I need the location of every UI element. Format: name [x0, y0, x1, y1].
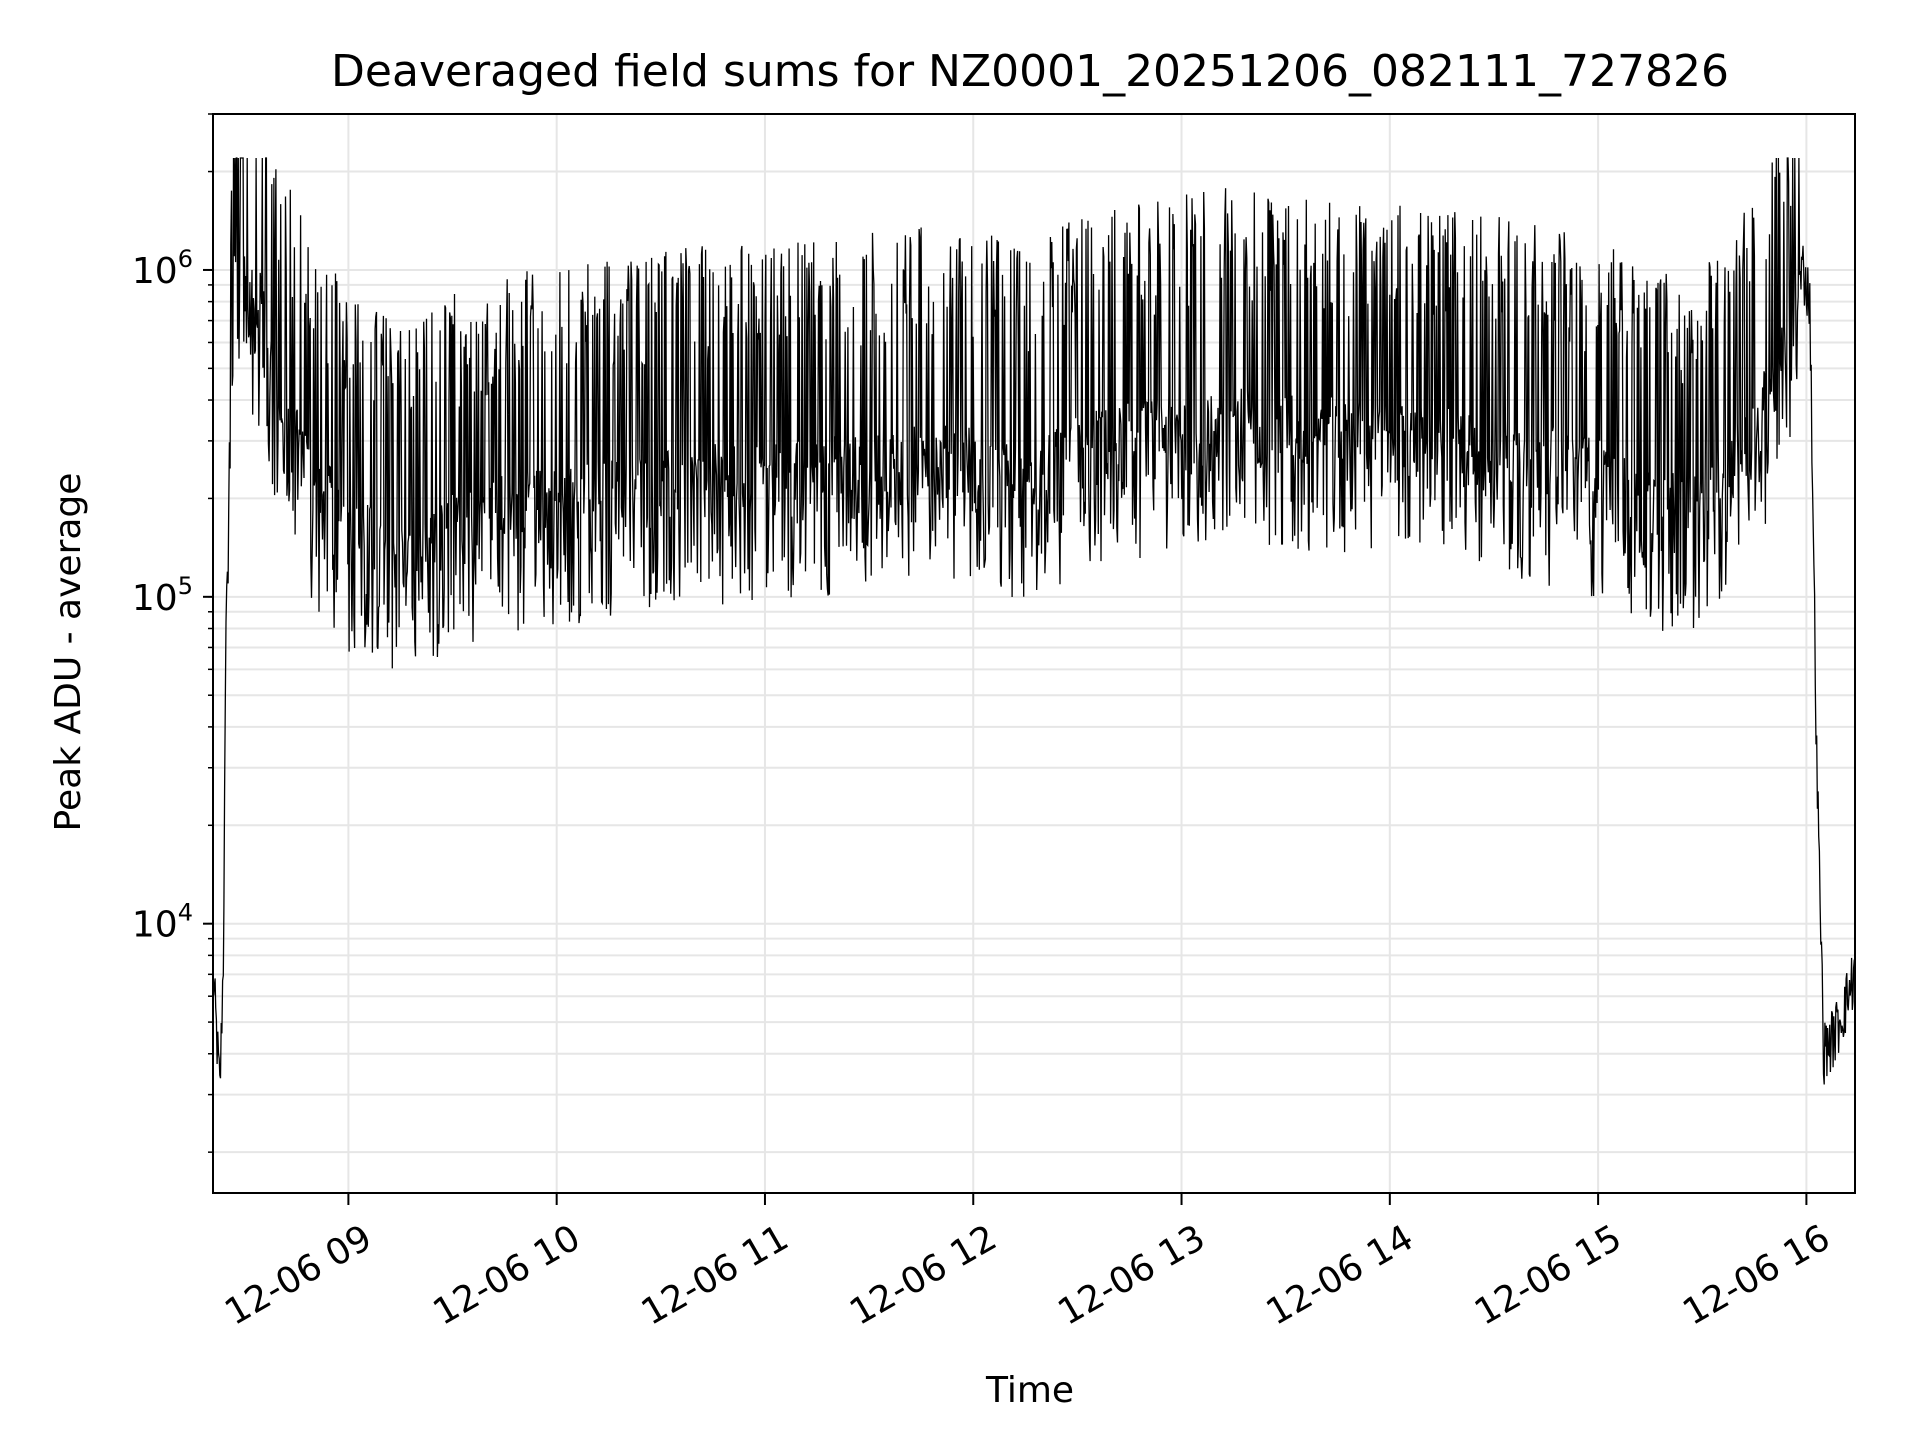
series-line [212, 157, 1856, 1085]
y-tick-label: 105 [132, 572, 193, 619]
plot-frame [212, 113, 1856, 1194]
chart-title: Deaveraged field sums for NZ0001_2025120… [331, 46, 1729, 97]
x-axis-label: Time [985, 1370, 1074, 1411]
y-tick-label: 106 [132, 245, 193, 292]
y-axis-label: Peak ADU - average [48, 473, 89, 832]
series-layer [212, 157, 1856, 1085]
y-tick-label: 104 [132, 899, 193, 946]
